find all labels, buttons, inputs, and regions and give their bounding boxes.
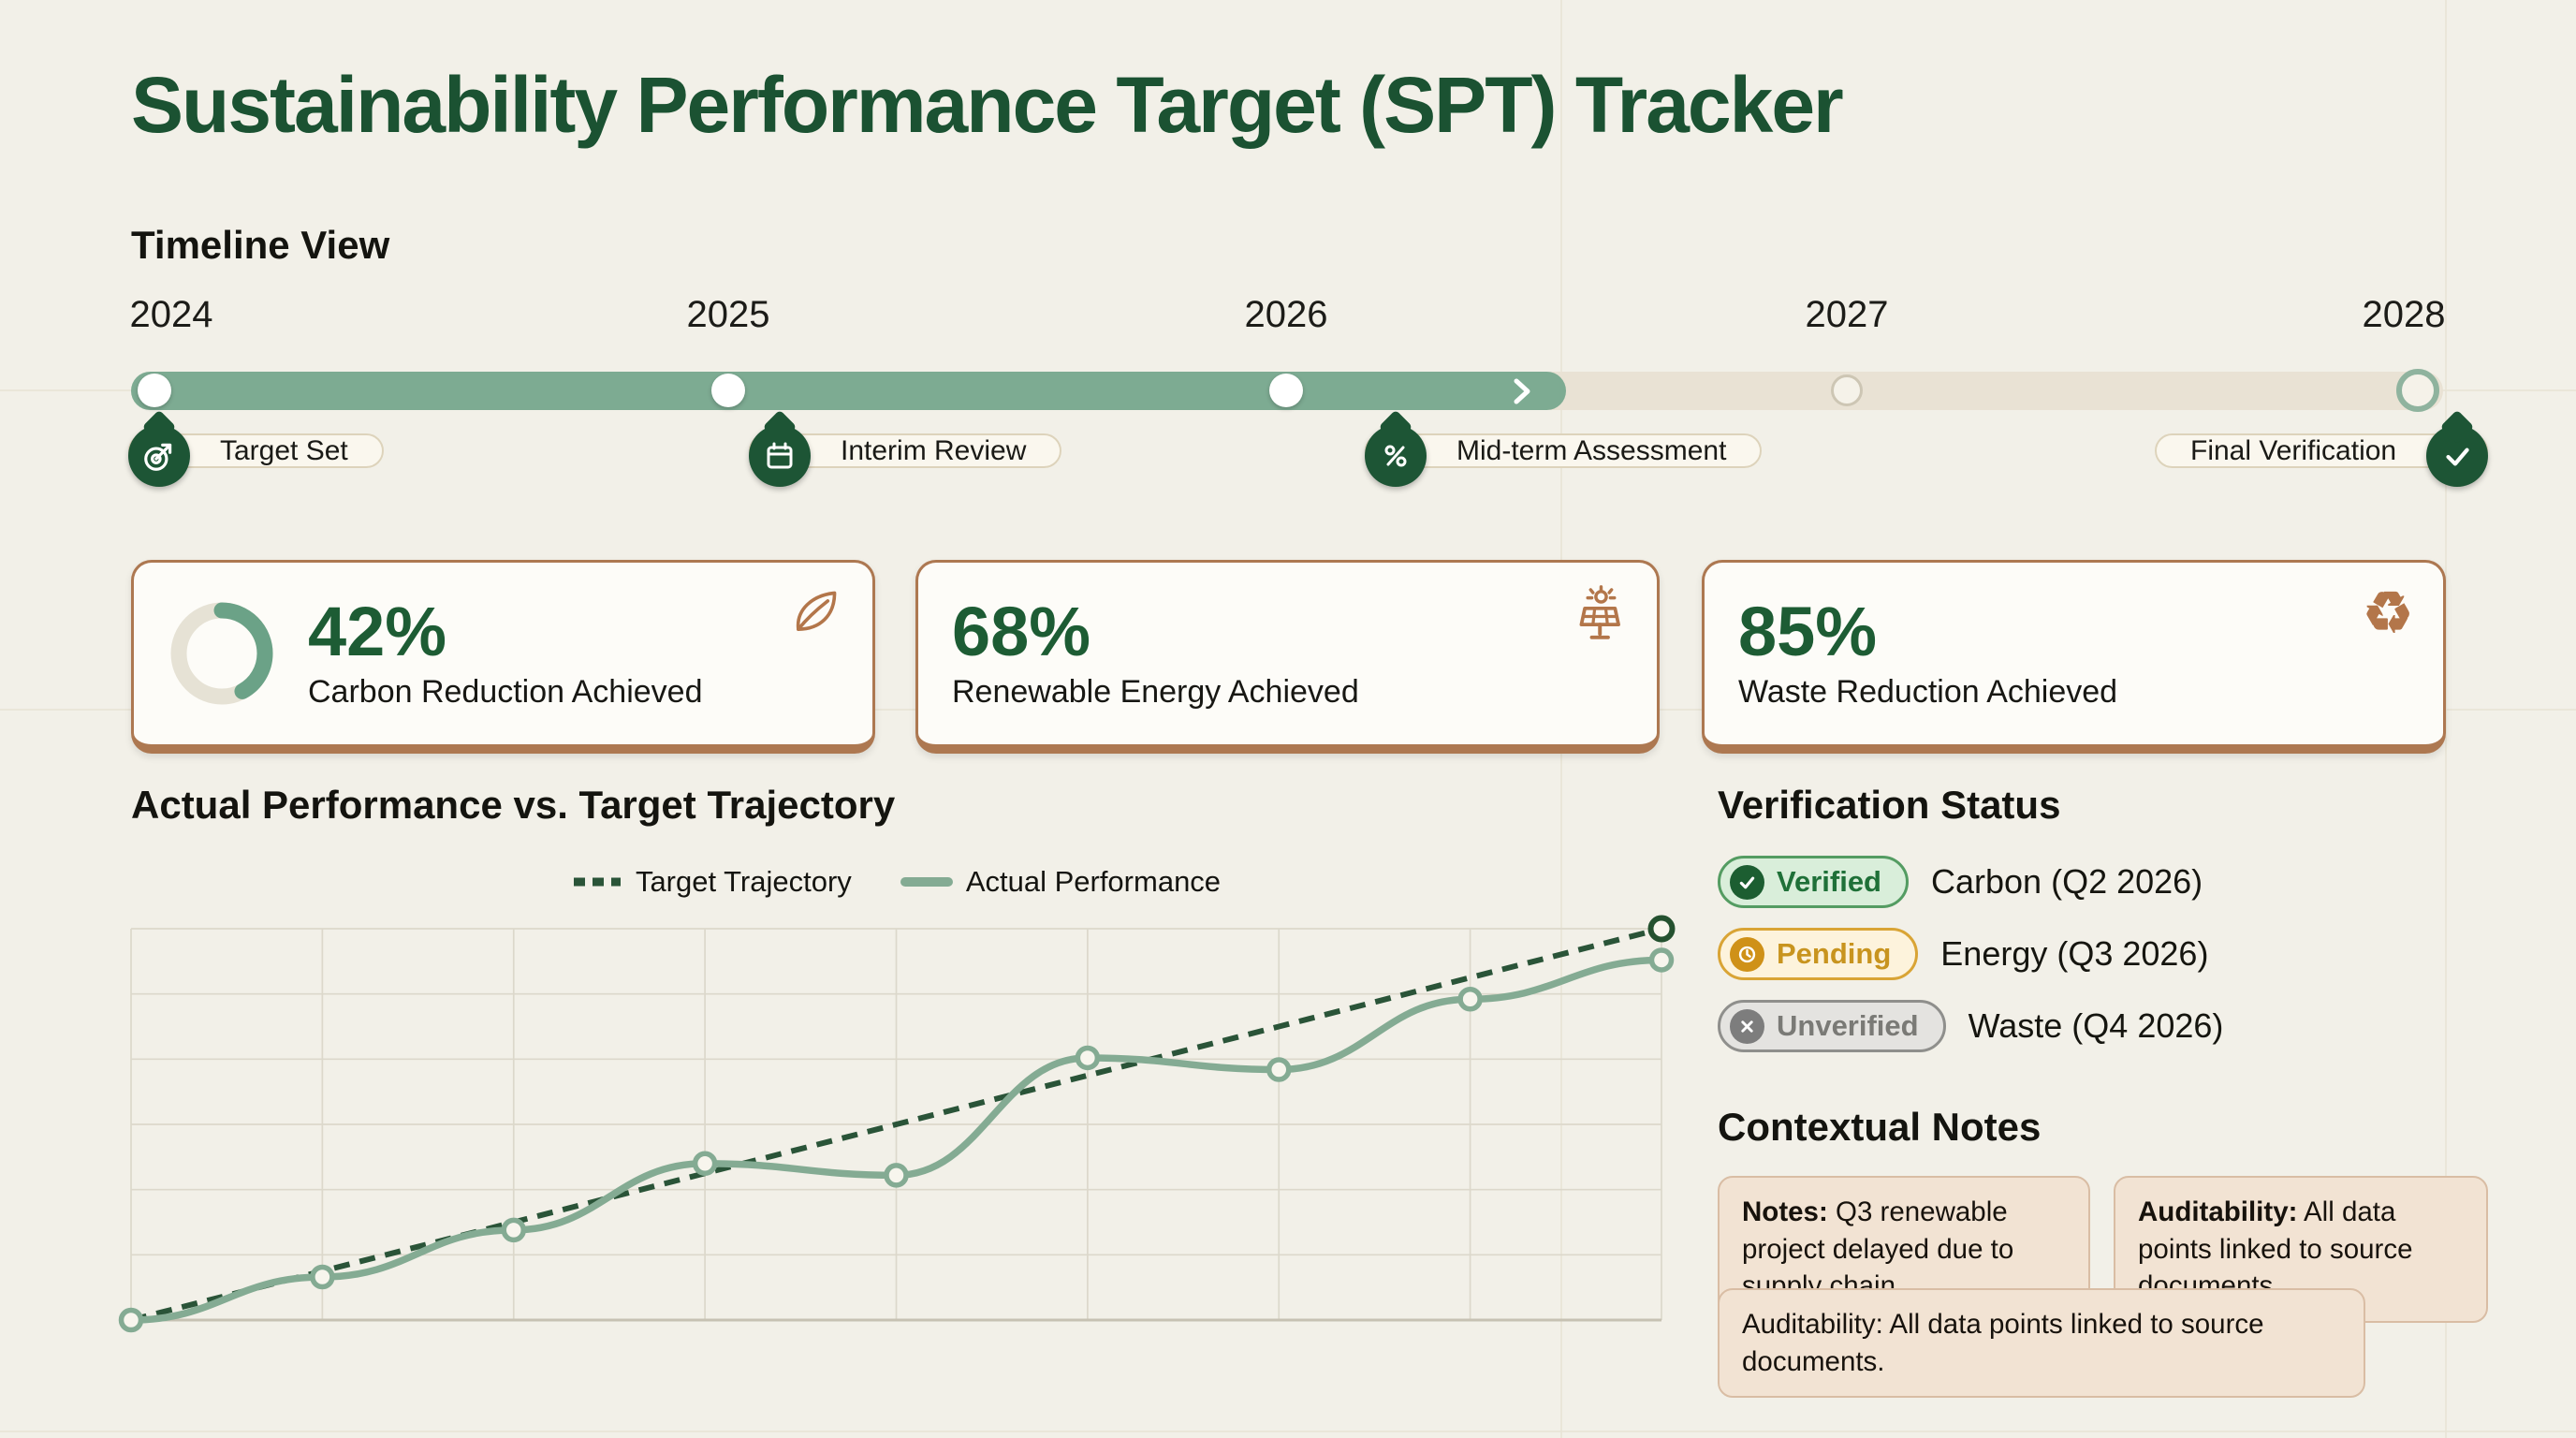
- kpi-value: 85%: [1738, 592, 1878, 670]
- performance-chart: [118, 915, 1676, 1333]
- year-label-2024: 2024: [129, 294, 213, 335]
- background-texture-line: [2445, 0, 2447, 1438]
- verification-row-carbon: Verified Carbon (Q2 2026): [1718, 856, 2223, 908]
- timeline-progress-track: [131, 369, 2443, 412]
- badge-label: Verified: [1777, 865, 1881, 898]
- chart-heading: Actual Performance vs. Target Trajectory: [131, 783, 896, 827]
- milestone-pin: [2426, 425, 2489, 487]
- timeline-node-2026[interactable]: [1269, 374, 1303, 407]
- milestone-pin: [128, 425, 190, 487]
- recycle-icon: ♻: [2363, 581, 2413, 644]
- note-card-auditability-wide: Auditability: All data points linked to …: [1718, 1288, 2365, 1399]
- milestone-pin: [749, 425, 811, 487]
- milestone-label: Mid-term Assessment: [1365, 433, 1763, 468]
- milestone-mid-term-assessment[interactable]: Mid-term Assessment: [1365, 423, 1763, 487]
- milestone-final-verification[interactable]: Final Verification: [2155, 423, 2489, 487]
- progress-chevron-icon: [1514, 378, 1530, 404]
- year-label-2027: 2027: [1805, 294, 1889, 335]
- note-lead: Auditability:: [2138, 1196, 2298, 1227]
- milestone-interim-review[interactable]: Interim Review: [749, 423, 1062, 487]
- year-label-2026: 2026: [1244, 294, 1328, 335]
- verified-badge: Verified: [1718, 856, 1909, 908]
- calendar-icon: [767, 442, 793, 469]
- note-text: Q3 renewable project delayed due to supp…: [1742, 1196, 2014, 1302]
- legend-label: Actual Performance: [965, 865, 1222, 898]
- milestone-target-set[interactable]: Target Set: [128, 423, 384, 487]
- timeline-node-2027[interactable]: [1831, 374, 1863, 406]
- dashed-line-swatch: [573, 877, 621, 887]
- background-texture-line: [0, 1431, 2576, 1432]
- badge-label: Pending: [1777, 937, 1892, 970]
- verification-target: Waste (Q4 2026): [1968, 1006, 2224, 1045]
- page-title: Sustainability Performance Target (SPT) …: [131, 61, 1844, 149]
- target-icon: [144, 443, 172, 471]
- kpi-label: Waste Reduction Achieved: [1738, 674, 2118, 711]
- carbon-progress-ring: [170, 602, 273, 705]
- timeline-progress-fill: [131, 372, 1566, 410]
- chart-legend: Target Trajectory Actual Performance: [131, 865, 1661, 899]
- year-label-2025: 2025: [686, 294, 770, 335]
- notes-heading: Contextual Notes: [1718, 1105, 2042, 1149]
- legend-item-actual: Actual Performance: [900, 865, 1221, 899]
- clock-circle-icon: [1730, 936, 1764, 972]
- legend-item-target: Target Trajectory: [572, 865, 852, 899]
- check-circle-icon: [1730, 864, 1764, 900]
- kpi-card-energy: 68% Renewable Energy Achieved: [915, 560, 1660, 754]
- note-text: Auditability: All data points linked to …: [1742, 1309, 2264, 1377]
- solar-panel-icon: [1571, 585, 1627, 648]
- note-card-auditability: Auditability: All data points linked to …: [2114, 1176, 2488, 1323]
- check-icon: [2446, 448, 2469, 466]
- verification-row-waste: Unverified Waste (Q4 2026): [1718, 1000, 2223, 1052]
- solid-line-swatch: [900, 877, 953, 887]
- verification-heading: Verification Status: [1718, 783, 2061, 827]
- year-label-2028: 2028: [2362, 294, 2446, 335]
- kpi-card-waste: 85% Waste Reduction Achieved ♻: [1702, 560, 2446, 754]
- milestone-pin: [1365, 425, 1427, 487]
- timeline-heading: Timeline View: [131, 223, 390, 267]
- verification-target: Energy (Q3 2026): [1940, 934, 2209, 973]
- timeline-node-2025[interactable]: [711, 374, 745, 407]
- pending-badge: Pending: [1718, 928, 1919, 980]
- kpi-value: 68%: [952, 592, 1091, 670]
- unverified-badge: Unverified: [1718, 1000, 1946, 1052]
- verification-target: Carbon (Q2 2026): [1931, 862, 2203, 901]
- x-circle-icon: [1730, 1008, 1764, 1044]
- verification-row-energy: Pending Energy (Q3 2026): [1718, 928, 2223, 980]
- kpi-card-carbon: 42% Carbon Reduction Achieved: [131, 560, 875, 754]
- timeline-node-2028[interactable]: [2396, 369, 2439, 412]
- kpi-label: Carbon Reduction Achieved: [308, 674, 703, 711]
- legend-label: Target Trajectory: [635, 865, 852, 898]
- kpi-value: 42%: [308, 592, 447, 670]
- note-lead: Notes:: [1742, 1196, 1828, 1227]
- timeline-node-2024[interactable]: [138, 374, 171, 407]
- verification-list: Verified Carbon (Q2 2026) Pending Energy…: [1718, 856, 2223, 1052]
- leaf-icon: [788, 585, 842, 644]
- kpi-label: Renewable Energy Achieved: [952, 674, 1359, 711]
- percent-icon: [1384, 445, 1407, 467]
- badge-label: Unverified: [1777, 1009, 1919, 1042]
